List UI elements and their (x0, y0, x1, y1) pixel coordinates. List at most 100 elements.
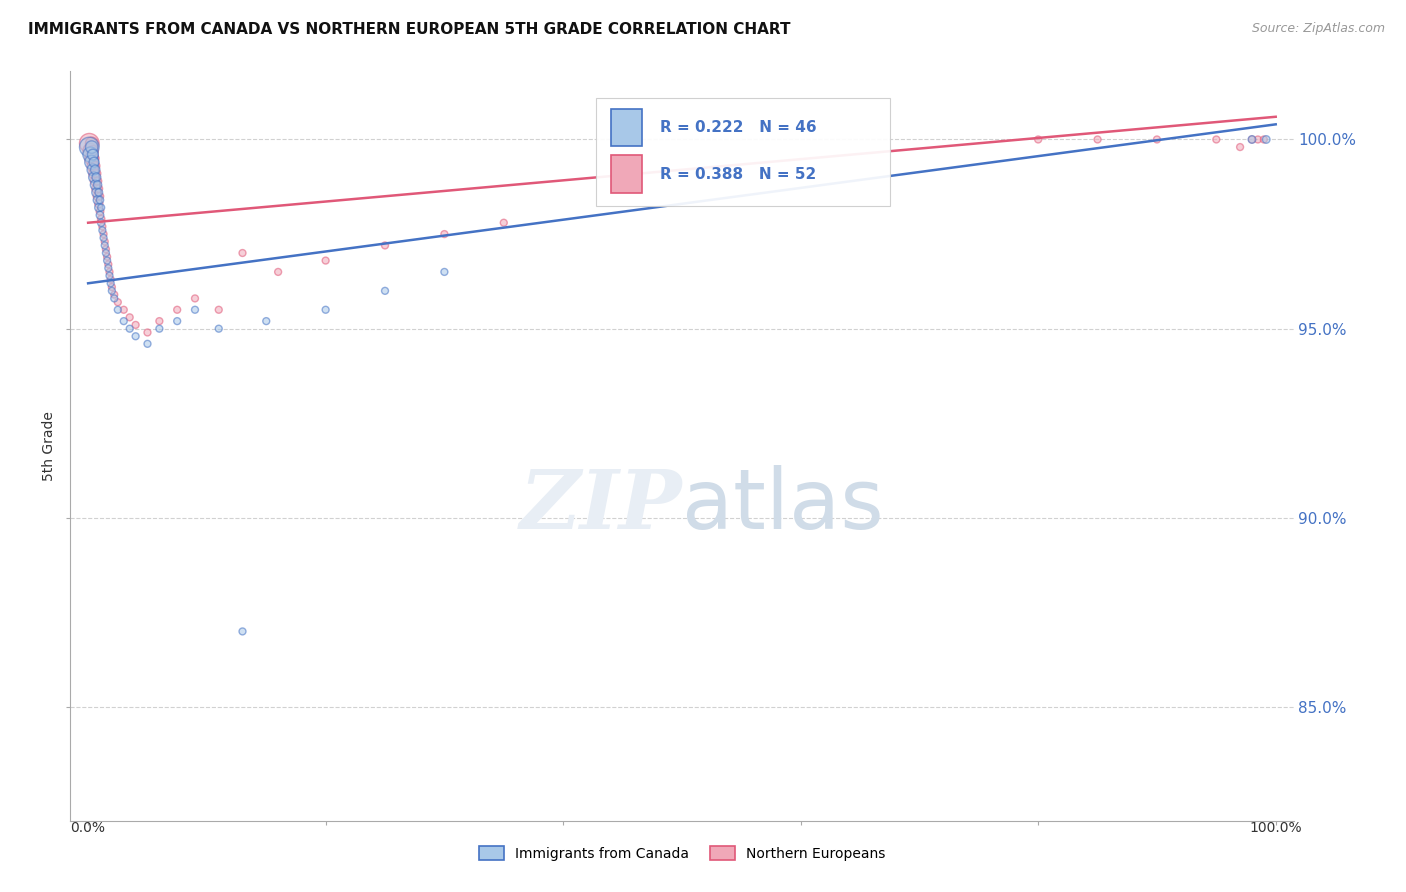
Point (94, 246, 117, 260)
Point (79, 144, 101, 158)
Point (80, 136, 103, 151)
Point (84, 162, 107, 177)
Point (103, 287, 125, 301)
Point (1087, 132, 1109, 146)
Point (112, 314, 135, 328)
Y-axis label: 5th Grade: 5th Grade (42, 411, 56, 481)
Point (184, 302, 207, 317)
Bar (612, 109, 641, 146)
Point (208, 321, 231, 335)
Point (91, 223, 114, 237)
Point (93, 235, 115, 249)
Point (433, 227, 456, 241)
Point (83, 152, 105, 166)
Point (166, 314, 188, 328)
Point (87, 201, 110, 215)
Point (1247, 132, 1270, 146)
Point (315, 302, 337, 317)
Point (84, 159, 107, 173)
Point (89, 189, 111, 203)
Point (86, 189, 108, 203)
Point (83, 167, 105, 181)
Point (103, 292, 125, 306)
Point (93, 227, 115, 241)
Point (87, 182, 110, 196)
Legend: Immigrants from Canada, Northern Europeans: Immigrants from Canada, Northern Europea… (474, 840, 890, 866)
Text: IMMIGRANTS FROM CANADA VS NORTHERN EUROPEAN 5TH GRADE CORRELATION CHART: IMMIGRANTS FROM CANADA VS NORTHERN EUROP… (28, 22, 790, 37)
Point (93, 238, 115, 252)
Point (136, 336, 159, 351)
Text: R = 0.222   N = 46: R = 0.222 N = 46 (659, 120, 817, 135)
Point (231, 246, 253, 260)
Point (87, 196, 110, 211)
Point (82, 162, 104, 177)
Point (82, 147, 104, 161)
Point (1240, 132, 1263, 146)
Point (98, 268, 121, 283)
Point (84, 178, 107, 192)
Point (101, 284, 124, 298)
Point (83, 155, 105, 169)
Text: ZIP: ZIP (519, 466, 682, 546)
Point (1256, 132, 1278, 146)
Point (80, 152, 103, 166)
Point (124, 329, 146, 343)
Point (1205, 132, 1227, 146)
Point (89, 208, 111, 222)
Point (86, 178, 108, 192)
Point (231, 624, 253, 639)
Point (148, 314, 170, 328)
Point (101, 280, 124, 294)
Point (112, 302, 135, 317)
Point (79, 147, 101, 161)
Point (118, 321, 141, 335)
Point (89, 193, 111, 207)
Point (1146, 132, 1168, 146)
Point (254, 314, 277, 328)
Point (184, 292, 207, 306)
Point (97, 257, 120, 271)
Point (86, 193, 108, 207)
Point (107, 295, 129, 310)
Point (492, 216, 515, 230)
Point (90, 216, 112, 230)
Point (86, 186, 108, 200)
Point (1229, 140, 1251, 154)
Point (82, 159, 104, 173)
Text: atlas: atlas (682, 466, 883, 547)
Point (79, 140, 101, 154)
Point (1026, 132, 1049, 146)
Bar (612, 155, 641, 193)
Point (90, 211, 112, 226)
Point (79, 136, 101, 151)
Point (91, 219, 114, 234)
Text: 100.0%: 100.0% (1250, 821, 1302, 835)
Point (148, 321, 170, 335)
Point (86, 182, 108, 196)
Text: R = 0.388   N = 52: R = 0.388 N = 52 (659, 167, 815, 181)
Point (94, 242, 117, 256)
Point (86, 174, 108, 188)
Point (84, 174, 107, 188)
Point (89, 204, 111, 219)
Text: 0.0%: 0.0% (70, 821, 105, 835)
Point (96, 250, 118, 264)
Point (374, 284, 396, 298)
Point (96, 253, 118, 268)
Point (208, 302, 231, 317)
Point (1240, 132, 1263, 146)
Point (86, 167, 108, 181)
Point (124, 318, 146, 332)
Point (93, 231, 115, 245)
Point (86, 170, 108, 185)
Bar (596, 97, 890, 206)
Point (83, 170, 105, 185)
Point (166, 302, 188, 317)
Point (97, 261, 120, 276)
Point (98, 265, 121, 279)
Text: Source: ZipAtlas.com: Source: ZipAtlas.com (1251, 22, 1385, 36)
Point (374, 238, 396, 252)
Point (100, 272, 122, 286)
Point (118, 310, 141, 325)
Point (87, 186, 110, 200)
